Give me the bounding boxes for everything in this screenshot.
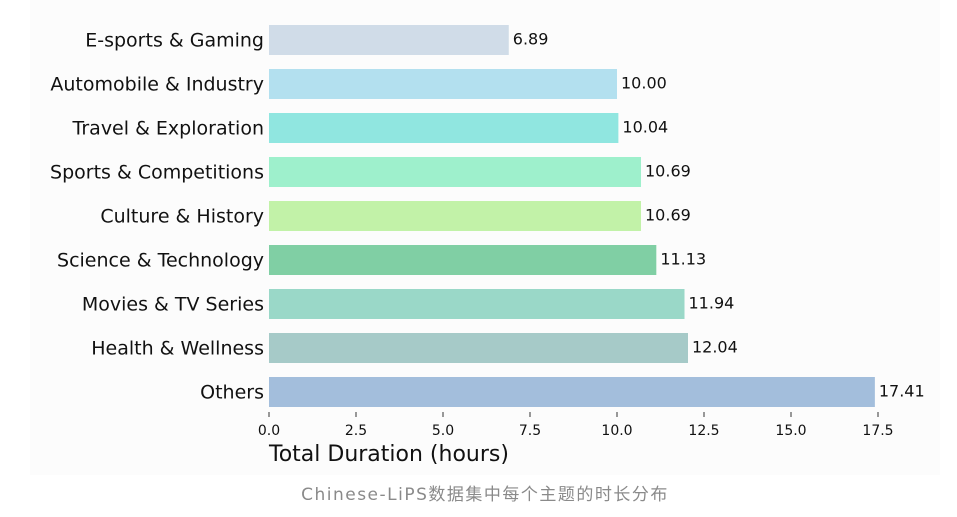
x-tick-label: 2.5 [345,423,367,439]
bar [269,377,875,407]
x-tick-label: 5.0 [432,423,454,439]
bar [269,25,509,55]
y-tick-label: Culture & History [100,206,264,228]
value-label: 10.69 [645,162,691,181]
value-label: 12.04 [692,338,738,357]
bar [269,201,642,231]
x-tick-label: 0.0 [258,423,280,439]
value-label: 6.89 [513,30,549,49]
value-label: 10.04 [622,118,668,137]
x-tick-label: 15.0 [775,423,806,439]
x-tick-label: 12.5 [688,423,719,439]
bar [269,113,619,143]
caption: Chinese-LiPS数据集中每个主题的时长分布 [301,485,669,505]
x-tick-label: 10.0 [601,423,632,439]
value-label: 10.69 [645,206,691,225]
bar [269,157,642,187]
value-label: 10.00 [621,74,667,93]
y-tick-label: Science & Technology [57,250,264,272]
value-label: 11.13 [660,250,706,269]
x-tick-label: 7.5 [519,423,541,439]
y-tick-label: Movies & TV Series [82,294,264,316]
x-axis-title: Total Duration (hours) [268,442,509,467]
y-tick-label: Health & Wellness [91,338,264,360]
y-tick-label: Automobile & Industry [50,74,264,96]
y-tick-label: Others [200,382,264,404]
bar [269,289,685,319]
bar [269,333,688,363]
y-tick-label: E-sports & Gaming [85,30,264,52]
y-tick-label: Sports & Competitions [50,162,264,184]
value-label: 11.94 [689,294,735,313]
bar [269,69,617,99]
value-label: 17.41 [879,382,925,401]
bar [269,245,657,275]
y-tick-label: Travel & Exploration [72,118,264,140]
x-tick-label: 17.5 [862,423,893,439]
